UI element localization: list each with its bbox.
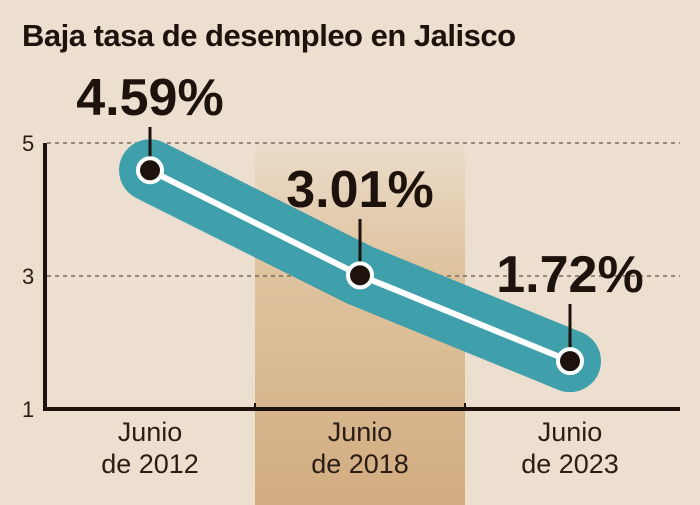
x-tick-label: Junio	[328, 417, 393, 447]
x-tick-label: Junio	[538, 417, 603, 447]
y-tick-label: 1	[22, 397, 34, 422]
x-tick-label: Junio	[118, 417, 183, 447]
y-tick-label: 5	[22, 131, 34, 156]
x-tick-label: de 2012	[101, 449, 199, 479]
x-tick-label: de 2023	[521, 449, 619, 479]
x-tick-label: de 2018	[311, 449, 409, 479]
data-label: 1.72%	[496, 246, 643, 304]
chart-title: Baja tasa de desempleo en Jalisco	[22, 18, 516, 53]
data-label: 4.59%	[76, 69, 223, 127]
data-point	[136, 156, 164, 185]
data-point	[556, 347, 584, 376]
y-tick-label: 3	[22, 264, 34, 289]
data-label: 3.01%	[286, 161, 433, 219]
data-point	[346, 261, 374, 290]
